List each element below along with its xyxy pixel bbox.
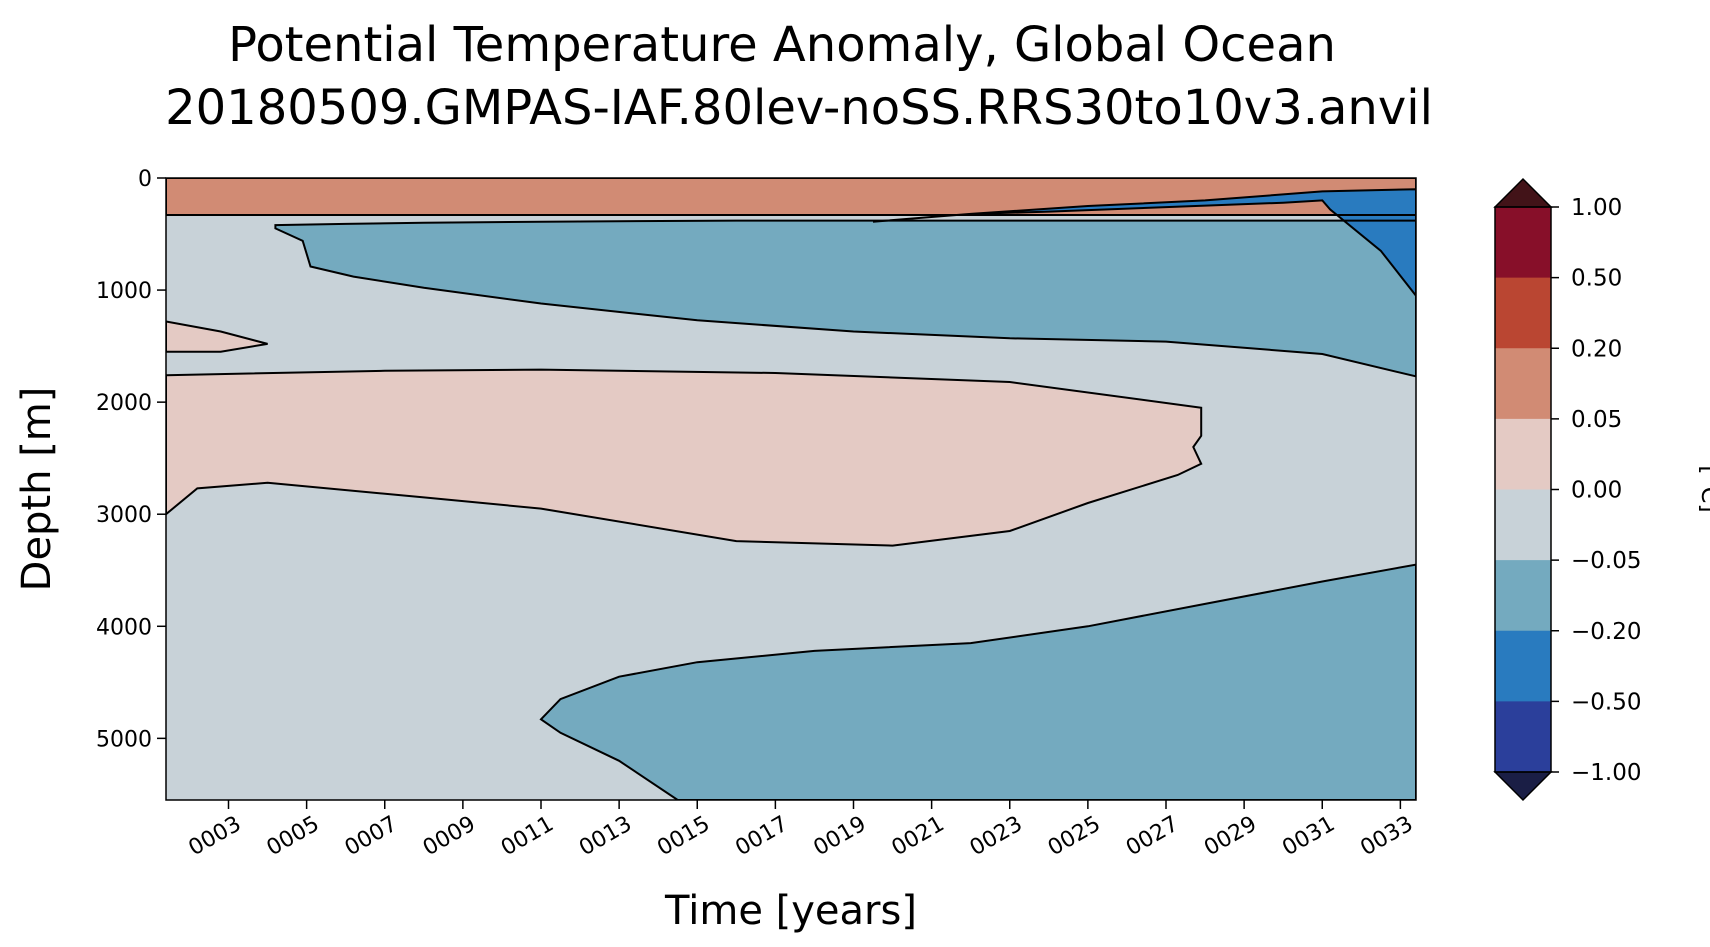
region-shallow-warm-lens [166,321,268,352]
colorbar-bin [1495,630,1551,702]
y-axis: 0 1000 2000 3000 4000 5000 [96,167,166,752]
colorbar-bin [1495,418,1551,490]
x-axis: 0003 0005 0007 0009 0011 0013 0015 0017 0019 0021… [185,800,1417,862]
contour-line-layer [166,178,1416,800]
colorbar-bin [1495,207,1551,279]
colorbar-bin [1495,560,1551,632]
x-tick-label: 0033 [1356,812,1417,862]
region-deep-cool-water [541,564,1416,800]
y-tick-label: 1000 [96,279,152,304]
colorbar-bin [1495,701,1551,773]
colorbar-under-arrow [1493,771,1553,802]
x-tick-label: 0019 [810,812,871,862]
contour-deep-cool-water [539,563,1416,800]
x-tick-label: 0031 [1278,812,1339,862]
colorbar-over-arrow [1493,177,1553,208]
colorbar-tick-label: 0.20 [1571,336,1622,362]
colorbar-tick-label: 1.00 [1571,195,1622,221]
colorbar-bin [1495,277,1551,349]
region-mid-depth-warm-anomaly [166,369,1202,546]
x-tick-label: 0005 [263,812,324,862]
region-upper-cold-core [873,189,1416,296]
contour-mid-depth-warm-anomaly [166,368,1203,547]
x-tick-label: 0003 [185,812,246,862]
colorbar-bin [1495,348,1551,420]
colorbar-bin [1495,489,1551,561]
plot-frame [165,177,1417,801]
region-surface-warm-layer [166,178,1416,215]
chart-subtitle: 20180509.GMPAS-IAF.80lev-noSS.RRS30to10v… [165,80,1433,136]
contour-shallow-cool-layer [274,219,1416,378]
y-tick-label: 3000 [96,503,152,528]
chart-title: Potential Temperature Anomaly, Global Oc… [228,17,1336,73]
colorbar-tick-label: −1.00 [1571,760,1641,786]
x-tick-label: 0017 [731,812,792,862]
colorbar-tick-label: −0.20 [1571,619,1641,645]
x-tick-label: 0023 [966,812,1027,862]
y-tick-label: 4000 [96,615,152,640]
x-tick-label: 0013 [575,812,636,862]
contour-shallow-warm-lens [166,320,268,353]
y-tick-label: 0 [138,167,152,192]
colorbar-tick-label: 0.50 [1571,266,1622,292]
y-tick-label: 5000 [96,727,152,752]
x-tick-label: 0015 [653,812,714,862]
colorbar-tick-label: 0.00 [1571,478,1622,504]
colorbar: 1.00 0.50 0.20 0.05 0.00 −0.05 −0.20 −0.50 −1.00 [1493,177,1641,802]
y-tick-label: 2000 [96,391,152,416]
x-axis-label: Time [years] [664,888,917,934]
contour-upper-cold-core [872,188,1416,298]
x-tick-label: 0027 [1122,812,1183,862]
x-tick-label: 0029 [1200,812,1261,862]
x-tick-label: 0021 [888,812,949,862]
region-shallow-cool-layer [275,220,1416,377]
colorbar-tick-label: −0.50 [1571,689,1641,715]
colorbar-tick-label: −0.05 [1571,548,1641,574]
colorbar-tick-label: 0.05 [1571,407,1622,433]
x-tick-label: 0025 [1044,812,1105,862]
colorbar-label: [°C] [1696,465,1710,512]
x-tick-label: 0007 [341,812,402,862]
x-tick-label: 0009 [419,812,480,862]
x-tick-label: 0011 [497,812,558,862]
y-axis-label: Depth [m] [14,387,60,592]
